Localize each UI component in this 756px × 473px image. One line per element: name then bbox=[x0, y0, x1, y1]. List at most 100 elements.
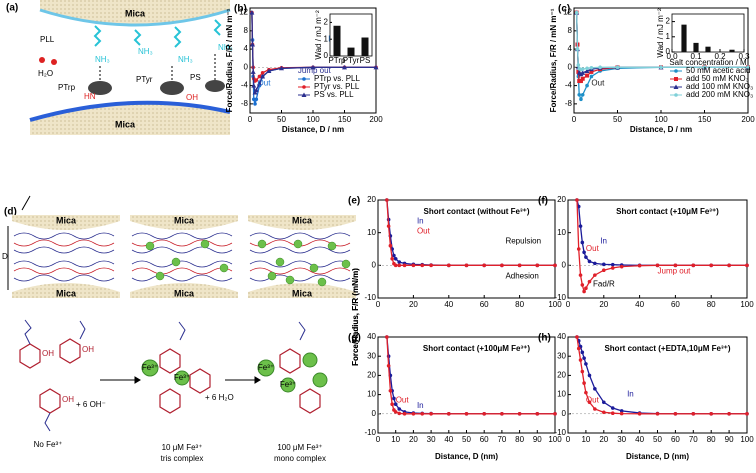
nh3-label: NH₃ bbox=[138, 47, 153, 56]
x-tick-label: 40 bbox=[444, 435, 453, 444]
marker bbox=[580, 76, 585, 81]
x-axis-label: Distance, D (nm) bbox=[626, 452, 689, 461]
marker bbox=[393, 257, 398, 261]
marker bbox=[610, 406, 615, 410]
marker bbox=[637, 263, 642, 268]
bond-lines bbox=[99, 54, 216, 80]
marker bbox=[257, 74, 262, 79]
water-icon bbox=[51, 59, 57, 65]
state-label: No Fe³⁺ bbox=[34, 440, 63, 449]
x-tick-label: 0 bbox=[572, 115, 577, 124]
y-tick-label: 20 bbox=[557, 195, 566, 204]
marker bbox=[385, 335, 389, 339]
panel-label: (g) bbox=[348, 333, 361, 344]
y-tick-label: -10 bbox=[554, 428, 566, 437]
marker bbox=[610, 262, 615, 267]
marker bbox=[411, 412, 416, 416]
marker bbox=[397, 263, 402, 268]
x-tick-label: 0 bbox=[376, 435, 381, 444]
annotation: In bbox=[600, 236, 607, 245]
mica-label: Mica bbox=[56, 215, 77, 225]
reagent: + 6 OH⁻ bbox=[76, 400, 106, 409]
marker bbox=[386, 364, 391, 368]
x-tick-label: 40 bbox=[444, 300, 453, 309]
panel-label: (a) bbox=[6, 3, 18, 14]
marker bbox=[253, 87, 259, 93]
marker bbox=[301, 92, 307, 97]
hn-label: HN bbox=[84, 92, 96, 101]
x-tick-label: 70 bbox=[497, 435, 506, 444]
y-axis-label: Wad / mJ m⁻² bbox=[314, 10, 323, 60]
x-tick-label: 150 bbox=[338, 115, 352, 124]
marker bbox=[576, 247, 581, 251]
marker bbox=[593, 407, 597, 411]
x-tick-label: 30 bbox=[617, 435, 626, 444]
nh3-label: NH₃ bbox=[218, 43, 233, 52]
y-tick-label: 4 bbox=[244, 44, 249, 53]
marker bbox=[585, 66, 589, 71]
y-tick-label: -4 bbox=[241, 81, 249, 90]
arrows bbox=[100, 376, 261, 384]
marker bbox=[500, 412, 504, 416]
marker bbox=[587, 373, 592, 378]
nh3-label: NH₃ bbox=[178, 55, 193, 64]
annotation: In bbox=[417, 217, 424, 226]
y-tick-label: -10 bbox=[554, 293, 566, 302]
y-tick-label: 0 bbox=[324, 51, 329, 60]
annotation: Fad/R bbox=[593, 279, 615, 288]
y-tick-label: 0 bbox=[244, 62, 249, 71]
annotation: Out bbox=[586, 244, 600, 253]
x-tick-label: 80 bbox=[707, 435, 716, 444]
plot-frame bbox=[377, 199, 556, 299]
mica-edge bbox=[29, 100, 231, 122]
bar bbox=[681, 24, 687, 52]
x-tick-label: PS bbox=[360, 56, 371, 65]
mica-label: Mica bbox=[174, 215, 195, 225]
marker bbox=[420, 263, 425, 268]
marker bbox=[411, 263, 416, 268]
y-tick-label: 2 bbox=[324, 18, 329, 27]
x-tick-label: 90 bbox=[725, 435, 734, 444]
annotation: In bbox=[627, 390, 634, 399]
annotation: Repulsion bbox=[505, 236, 541, 245]
marker bbox=[655, 412, 660, 416]
y-tick-label: 10 bbox=[557, 228, 566, 237]
gap-label: D bbox=[2, 252, 8, 261]
x-tick-label: 100 bbox=[654, 115, 668, 124]
marker bbox=[392, 253, 396, 258]
marker bbox=[553, 263, 557, 268]
marker bbox=[584, 286, 588, 291]
chart-title: Short contact (+EDTA,10μM Fe³⁺) bbox=[604, 344, 730, 353]
x-tick-label: 0 bbox=[248, 115, 253, 124]
x-tick-label: 0.2 bbox=[714, 52, 726, 61]
legend-label: 50 mM acetic acid bbox=[686, 66, 750, 75]
x-tick-label: 10 bbox=[581, 435, 590, 444]
marker bbox=[582, 381, 586, 385]
legend-label: PS vs. PLL bbox=[314, 90, 354, 99]
x-tick-label: 0 bbox=[376, 300, 381, 309]
x-tick-label: 60 bbox=[671, 435, 680, 444]
marker bbox=[393, 263, 398, 268]
x-tick-label: 80 bbox=[707, 300, 716, 309]
diagram-a: (a) Mica Mica PLL H₂O NH₃ NH₃ NH₃ NH₃ PT… bbox=[6, 0, 233, 135]
marker bbox=[582, 289, 586, 294]
panel-label: (b) bbox=[234, 4, 247, 15]
marker bbox=[464, 412, 469, 416]
fe-label: Fe³⁺ bbox=[280, 380, 296, 389]
marker bbox=[578, 79, 583, 84]
marker bbox=[619, 409, 624, 413]
marker bbox=[619, 411, 624, 416]
state-label: 100 μM Fe³⁺ bbox=[277, 443, 322, 452]
marker bbox=[602, 268, 606, 273]
marker bbox=[252, 89, 258, 95]
chart-title: Short contact (+100μM Fe³⁺) bbox=[423, 344, 530, 353]
marker bbox=[279, 65, 284, 71]
y-tick-label: 0 bbox=[562, 409, 567, 418]
marker bbox=[500, 263, 504, 268]
x-tick-label: 70 bbox=[689, 435, 698, 444]
x-tick-label: 10 bbox=[391, 435, 400, 444]
marker bbox=[585, 73, 590, 78]
